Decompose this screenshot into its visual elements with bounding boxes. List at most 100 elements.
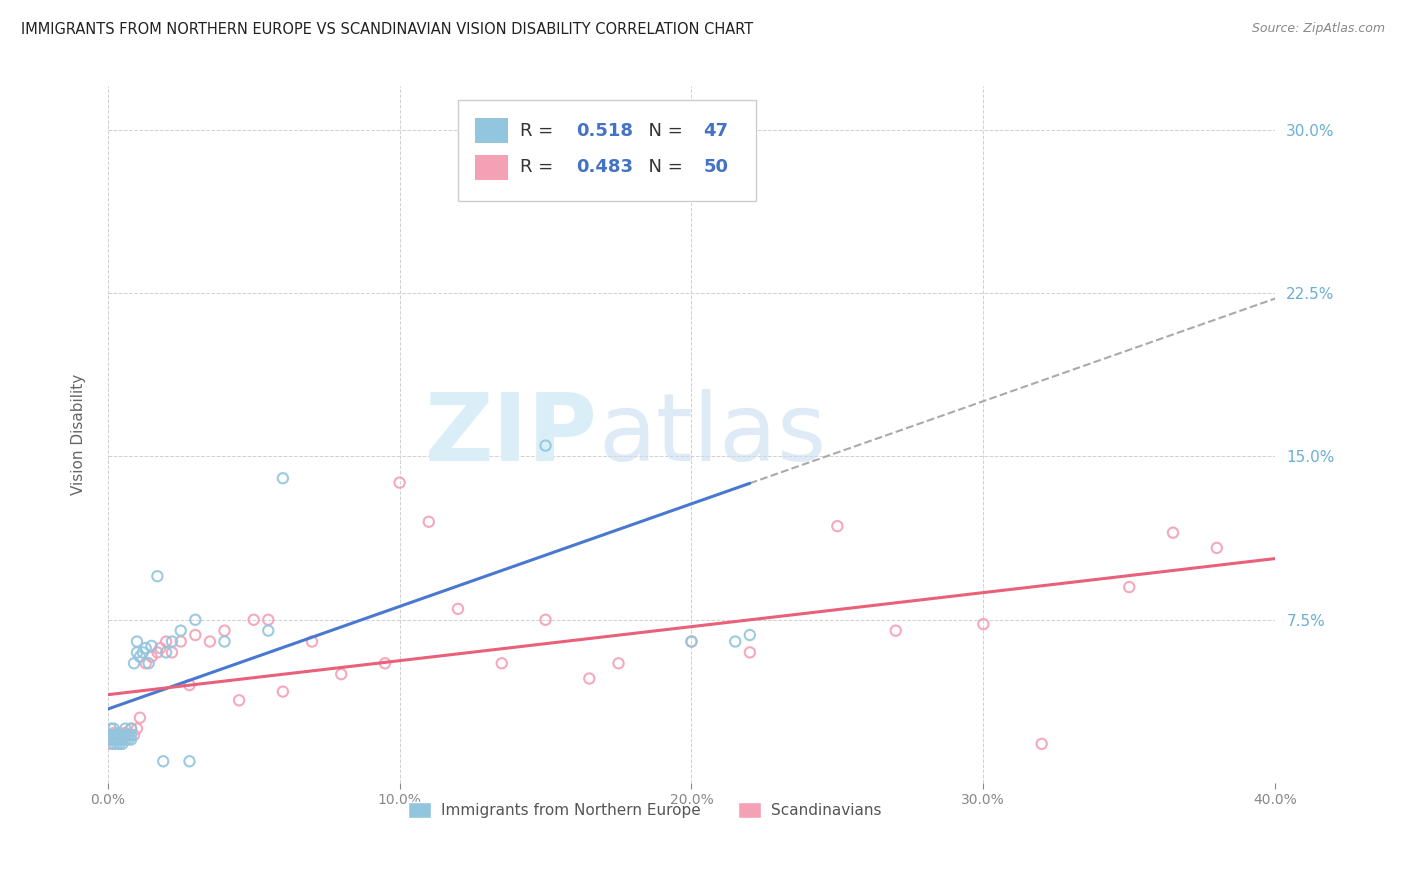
- Text: N =: N =: [637, 158, 688, 177]
- Point: [141, 649, 163, 664]
- Point: [105, 732, 128, 747]
- Text: ZIP: ZIP: [425, 389, 598, 481]
- Point: [884, 624, 907, 638]
- Point: [160, 634, 183, 648]
- Point: [141, 639, 163, 653]
- Text: 50: 50: [703, 158, 728, 177]
- Point: [111, 737, 134, 751]
- Point: [105, 728, 128, 742]
- Point: [122, 657, 145, 671]
- Point: [738, 645, 761, 659]
- Point: [114, 722, 136, 736]
- Point: [607, 657, 630, 671]
- Point: [301, 634, 323, 648]
- Point: [1031, 737, 1053, 751]
- Point: [228, 693, 250, 707]
- Point: [491, 657, 513, 671]
- Point: [120, 732, 142, 747]
- Text: 0.483: 0.483: [576, 158, 633, 177]
- Point: [103, 722, 125, 736]
- Point: [128, 649, 150, 664]
- Text: N =: N =: [637, 122, 688, 140]
- Point: [138, 657, 160, 671]
- Point: [160, 645, 183, 659]
- Point: [132, 645, 155, 659]
- Point: [214, 634, 236, 648]
- Bar: [475, 119, 508, 144]
- Text: 47: 47: [703, 122, 728, 140]
- Point: [724, 634, 747, 648]
- Point: [534, 439, 557, 453]
- Text: IMMIGRANTS FROM NORTHERN EUROPE VS SCANDINAVIAN VISION DISABILITY CORRELATION CH: IMMIGRANTS FROM NORTHERN EUROPE VS SCAND…: [21, 22, 754, 37]
- Point: [534, 613, 557, 627]
- Point: [146, 645, 169, 659]
- Point: [117, 728, 139, 742]
- Point: [564, 155, 586, 169]
- Point: [125, 722, 148, 736]
- Point: [170, 634, 193, 648]
- Point: [271, 471, 294, 485]
- Point: [681, 634, 703, 648]
- Point: [388, 475, 411, 490]
- Point: [214, 624, 236, 638]
- Point: [120, 722, 142, 736]
- Text: Source: ZipAtlas.com: Source: ZipAtlas.com: [1251, 22, 1385, 36]
- Point: [108, 737, 131, 751]
- Point: [1205, 541, 1227, 555]
- Text: R =: R =: [520, 122, 558, 140]
- Point: [179, 754, 201, 768]
- Point: [374, 657, 396, 671]
- Point: [108, 732, 131, 747]
- Y-axis label: Vision Disability: Vision Disability: [72, 374, 86, 495]
- Point: [108, 732, 131, 747]
- Point: [100, 728, 122, 742]
- Point: [100, 728, 122, 742]
- Point: [738, 628, 761, 642]
- Point: [184, 613, 207, 627]
- Legend: Immigrants from Northern Europe, Scandinavians: Immigrants from Northern Europe, Scandin…: [402, 796, 887, 824]
- Text: atlas: atlas: [598, 389, 827, 481]
- Point: [128, 711, 150, 725]
- Point: [111, 728, 134, 742]
- Point: [125, 645, 148, 659]
- Point: [257, 624, 280, 638]
- Point: [111, 732, 134, 747]
- Point: [198, 634, 221, 648]
- Point: [972, 617, 994, 632]
- Point: [111, 732, 134, 747]
- Point: [330, 667, 353, 681]
- Text: 0.518: 0.518: [576, 122, 633, 140]
- Point: [578, 672, 600, 686]
- Point: [117, 732, 139, 747]
- Point: [114, 732, 136, 747]
- Point: [103, 732, 125, 747]
- Point: [135, 657, 157, 671]
- Point: [105, 737, 128, 751]
- Point: [1118, 580, 1140, 594]
- Point: [117, 728, 139, 742]
- Point: [447, 602, 470, 616]
- Point: [155, 645, 177, 659]
- Point: [103, 737, 125, 751]
- Point: [114, 726, 136, 740]
- Point: [100, 732, 122, 747]
- Point: [108, 726, 131, 740]
- Point: [135, 641, 157, 656]
- Point: [271, 684, 294, 698]
- Point: [120, 722, 142, 736]
- Point: [146, 569, 169, 583]
- Point: [111, 728, 134, 742]
- Point: [257, 613, 280, 627]
- Point: [827, 519, 849, 533]
- Point: [103, 726, 125, 740]
- Point: [122, 728, 145, 742]
- Point: [1161, 525, 1184, 540]
- Point: [170, 624, 193, 638]
- Point: [120, 728, 142, 742]
- Point: [155, 634, 177, 648]
- Point: [105, 732, 128, 747]
- Point: [103, 728, 125, 742]
- Point: [179, 678, 201, 692]
- Point: [681, 634, 703, 648]
- Bar: [475, 154, 508, 179]
